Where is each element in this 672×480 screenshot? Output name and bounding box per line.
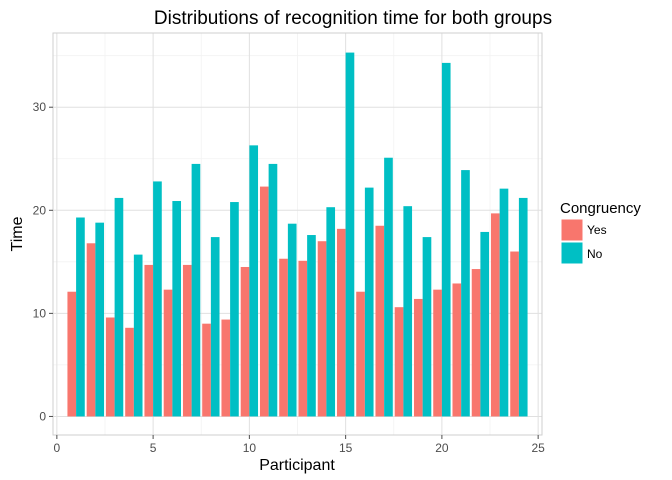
- bar-no-participant-2: [95, 222, 105, 417]
- bar-yes-participant-13: [298, 260, 308, 417]
- bar-no-participant-7: [191, 163, 201, 417]
- bar-no-participant-9: [230, 202, 239, 417]
- bar-yes-participant-14: [317, 241, 327, 417]
- bar-no-participant-5: [153, 181, 162, 417]
- bar-yes-participant-8: [202, 323, 211, 417]
- x-tick-label: 20: [435, 441, 449, 455]
- x-axis-title: Participant: [259, 457, 335, 474]
- y-tick-label: 10: [33, 306, 47, 320]
- bar-no-participant-4: [133, 254, 143, 417]
- bar-yes-participant-7: [182, 264, 192, 417]
- bar-no-participant-12: [287, 223, 297, 417]
- legend-key-no: [560, 241, 584, 265]
- bar-no-participant-21: [461, 170, 470, 417]
- bar-yes-participant-15: [336, 228, 346, 417]
- bar-yes-participant-6: [163, 289, 173, 417]
- bar-no-participant-16: [364, 187, 374, 417]
- bar-no-participant-1: [76, 217, 85, 417]
- y-axis-title: Time: [9, 216, 26, 251]
- bar-yes-participant-9: [221, 319, 231, 417]
- legend-title: Congruency: [560, 200, 641, 217]
- bar-yes-participant-3: [105, 317, 115, 417]
- bar-yes-participant-21: [452, 283, 462, 417]
- bar-no-participant-11: [268, 163, 278, 417]
- bar-no-participant-3: [114, 197, 124, 417]
- x-tick-label: 5: [150, 441, 157, 455]
- bar-yes-participant-4: [125, 327, 134, 417]
- bar-no-participant-23: [499, 188, 509, 417]
- chart-title: Distributions of recognition time for bo…: [154, 8, 552, 29]
- bar-no-participant-24: [518, 197, 528, 417]
- x-tick-label: 10: [243, 441, 257, 455]
- bar-no-participant-14: [326, 207, 336, 417]
- bar-yes-participant-23: [490, 213, 500, 417]
- bar-yes-participant-12: [279, 258, 288, 417]
- x-tick-label: 0: [54, 441, 61, 455]
- bar-yes-participant-2: [86, 243, 96, 417]
- bar-yes-participant-19: [413, 298, 423, 417]
- bar-no-participant-20: [441, 62, 451, 417]
- y-tick-label: 30: [33, 100, 47, 114]
- bar-no-participant-19: [422, 237, 432, 417]
- bar-yes-participant-1: [67, 291, 77, 417]
- bar-yes-participant-10: [240, 266, 250, 417]
- x-tick-label: 15: [339, 441, 353, 455]
- x-tick-label: 25: [531, 441, 545, 455]
- bar-no-participant-17: [384, 157, 393, 417]
- bar-no-participant-6: [172, 201, 182, 417]
- bars: [67, 52, 528, 417]
- bar-yes-participant-11: [259, 186, 269, 417]
- y-tick-label: 0: [39, 409, 46, 423]
- legend-label-yes: Yes: [587, 223, 607, 237]
- bar-no-participant-10: [249, 145, 259, 417]
- legend: Congruency Yes No: [560, 200, 641, 265]
- bar-yes-participant-5: [144, 264, 154, 417]
- legend-key-yes: [560, 218, 584, 242]
- legend-label-no: No: [587, 247, 603, 261]
- bar-yes-participant-22: [471, 269, 481, 417]
- bar-no-participant-8: [210, 237, 220, 417]
- x-axis: 0 5 10 15 20 25: [54, 435, 545, 455]
- bar-no-participant-18: [403, 206, 413, 417]
- bar-yes-participant-24: [510, 251, 519, 417]
- bar-yes-participant-18: [394, 307, 404, 417]
- bar-no-participant-13: [307, 235, 316, 417]
- bar-yes-participant-17: [375, 225, 385, 417]
- plot-panel-border: [52, 32, 543, 436]
- y-axis: 0 10 20 30: [33, 100, 53, 423]
- bar-no-participant-22: [480, 231, 490, 417]
- bar-yes-participant-16: [356, 291, 365, 417]
- bar-no-participant-15: [345, 52, 355, 417]
- bar-yes-participant-20: [433, 289, 442, 417]
- y-tick-label: 20: [33, 203, 47, 217]
